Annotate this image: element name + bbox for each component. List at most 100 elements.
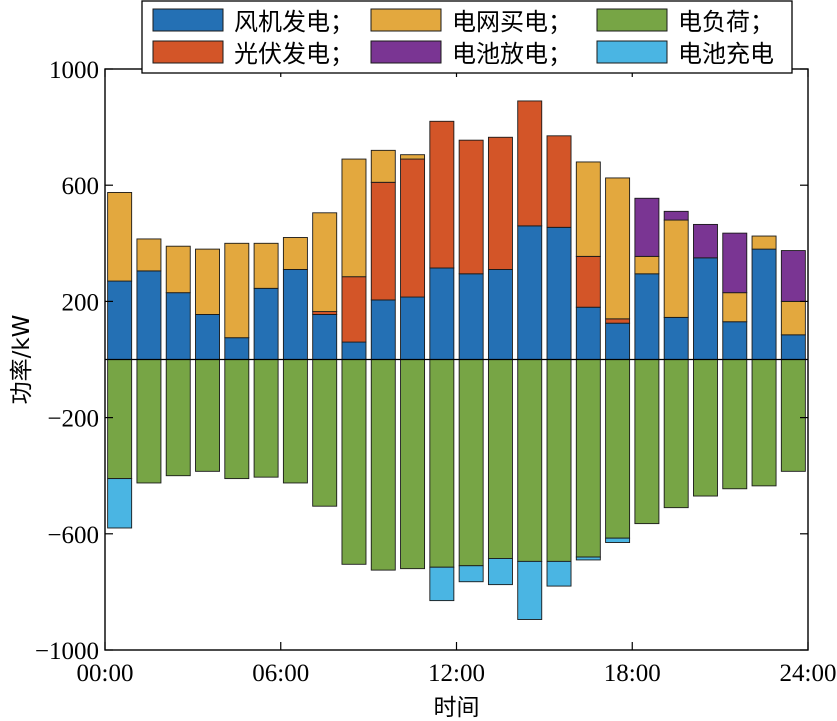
- bar-segment-s2-x20: [663, 219, 689, 318]
- bar-segment-s4-x5: [224, 359, 250, 480]
- bar-segment-s4-x12: [429, 359, 455, 568]
- bar-segment-s0-x3: [165, 292, 191, 360]
- legend-swatch: [370, 8, 442, 32]
- bar-segment-s0-x11: [400, 296, 426, 360]
- bar-segment-s4-x10: [370, 359, 396, 571]
- bar-segment-s2-x17: [575, 161, 601, 257]
- bar-segment-s5-x12: [429, 566, 455, 602]
- bar-segment-s4-x6: [253, 359, 279, 478]
- bar-segment-s0-x10: [370, 299, 396, 360]
- bar-segment-s4-x21: [693, 359, 718, 497]
- bar-segment-s5-x15: [517, 560, 543, 620]
- y-tick-label: −1000: [35, 638, 99, 665]
- bar-segment-s4-x7: [282, 359, 308, 484]
- bar-segment-s4-x18: [605, 359, 631, 539]
- bar-segment-s3-x22: [722, 232, 748, 294]
- bar-segment-s4-x9: [341, 359, 367, 565]
- legend-label: 光伏发电；: [234, 40, 354, 68]
- legend-label: 电负荷；: [678, 8, 774, 36]
- bar-segment-s2-x24: [780, 300, 806, 336]
- legend-label: 电网买电；: [452, 8, 572, 36]
- bar-layer: [107, 100, 806, 620]
- bar-segment-s4-x8: [312, 359, 338, 507]
- y-axis-title: 功率/kW: [9, 315, 35, 405]
- x-axis: 00:00 06:00 12:00 18:00 24:00: [77, 69, 837, 687]
- bar-segment-s3-x21: [693, 223, 718, 259]
- y-tick-label: −200: [47, 406, 99, 433]
- bar-segment-s0-x22: [722, 321, 748, 360]
- y-axis: −1000 −600 −200 200 600 1000: [35, 57, 808, 665]
- bar-segment-s2-x8: [312, 212, 338, 313]
- bar-segment-s4-x11: [400, 359, 426, 570]
- bar-segment-s0-x6: [253, 287, 279, 360]
- bar-segment-s3-x24: [780, 250, 806, 302]
- y-tick-label: 1000: [49, 57, 99, 84]
- x-axis-title: 时间: [434, 695, 480, 721]
- bar-segment-s2-x6: [253, 242, 279, 289]
- bar-segment-s0-x14: [487, 268, 513, 360]
- bar-segment-s4-x16: [546, 359, 572, 562]
- legend-swatch: [370, 40, 442, 64]
- bar-segment-s0-x1: [107, 280, 133, 360]
- y-tick-label: 600: [62, 173, 100, 200]
- legend-swatch: [596, 40, 668, 64]
- bar-segment-s5-x14: [487, 558, 513, 586]
- bar-segment-s2-x22: [722, 292, 748, 323]
- bar-segment-s1-x12: [429, 120, 455, 269]
- bar-segment-s1-x13: [458, 139, 484, 275]
- bar-segment-s1-x11: [400, 158, 426, 298]
- bar-segment-s0-x8: [312, 314, 338, 360]
- bar-segment-s1-x18: [605, 318, 631, 324]
- y-tick-label: −600: [47, 522, 99, 549]
- legend-label: 电池充电: [678, 40, 774, 68]
- legend-label: 风机发电；: [234, 8, 354, 36]
- x-tick-label: 00:00: [77, 660, 134, 687]
- y-tick-label: 200: [62, 289, 100, 316]
- bar-segment-s0-x4: [195, 314, 220, 360]
- bar-segment-s2-x5: [224, 242, 250, 339]
- legend-swatch: [596, 8, 668, 32]
- bar-segment-s0-x19: [634, 273, 660, 360]
- bar-segment-s0-x15: [517, 225, 543, 360]
- bar-segment-s2-x19: [634, 255, 660, 275]
- bar-segment-s4-x3: [165, 359, 191, 477]
- x-tick-label: 18:00: [604, 660, 661, 687]
- bar-segment-s2-x10: [370, 149, 396, 183]
- legend-swatch: [152, 40, 224, 64]
- bar-segment-s5-x17: [575, 556, 601, 561]
- bar-segment-s0-x5: [224, 337, 250, 360]
- bar-segment-s4-x13: [458, 359, 484, 567]
- bar-segment-s4-x4: [195, 359, 220, 472]
- legend-label: 电池放电；: [452, 40, 572, 68]
- x-tick-label: 24:00: [780, 660, 837, 687]
- x-tick-label: 06:00: [252, 660, 309, 687]
- bar-segment-s5-x18: [605, 537, 631, 543]
- bar-segment-s3-x19: [634, 197, 660, 257]
- bar-segment-s4-x17: [575, 359, 601, 558]
- bar-segment-s2-x3: [165, 245, 191, 294]
- bar-segment-s0-x2: [136, 270, 162, 360]
- bar-segment-s2-x1: [107, 192, 133, 282]
- bar-segment-s1-x14: [487, 136, 513, 270]
- bar-segment-s2-x11: [400, 154, 426, 160]
- bar-segment-s4-x22: [722, 359, 748, 490]
- bar-segment-s1-x9: [341, 276, 367, 343]
- bar-segment-s4-x2: [136, 359, 162, 484]
- bar-segment-s1-x10: [370, 181, 396, 301]
- bar-segment-s2-x7: [282, 237, 308, 270]
- bar-segment-s0-x21: [693, 257, 718, 360]
- legend-box: [141, 0, 793, 74]
- bar-segment-s5-x16: [546, 560, 572, 587]
- bar-segment-s0-x17: [575, 306, 601, 360]
- bar-segment-s3-x20: [663, 210, 689, 221]
- bar-segment-s4-x24: [780, 359, 806, 472]
- bar-segment-s2-x23: [751, 235, 777, 250]
- legend: 风机发电； 电网买电； 电负荷； 光伏发电； 电池放电； 电池充电: [141, 0, 793, 74]
- bar-segment-s5-x13: [458, 565, 484, 583]
- bar-segment-s2-x18: [605, 177, 631, 320]
- bar-segment-s4-x1: [107, 359, 133, 480]
- bar-segment-s0-x12: [429, 267, 455, 360]
- bar-segment-s1-x15: [517, 100, 543, 227]
- bar-segment-s4-x15: [517, 359, 543, 562]
- legend-swatch: [152, 8, 224, 32]
